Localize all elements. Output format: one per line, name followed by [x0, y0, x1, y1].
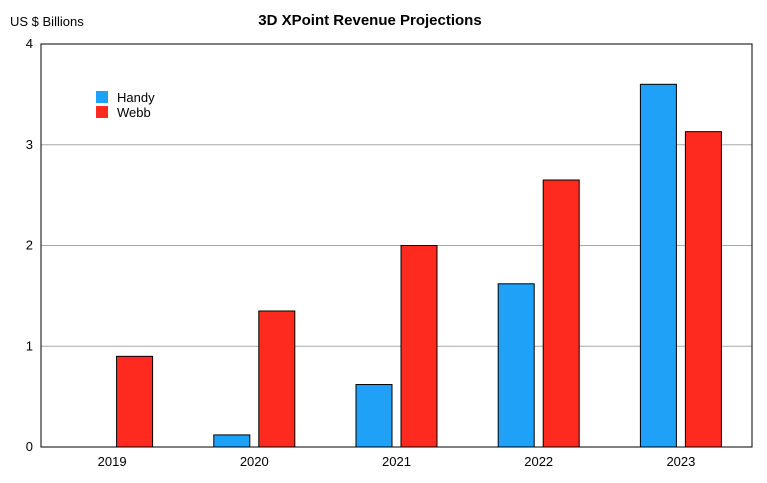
bars [116, 83, 722, 448]
y-tick-label: 4 [26, 36, 33, 51]
chart-title: 3D XPoint Revenue Projections [258, 12, 481, 29]
bar-webb-2021 [400, 245, 438, 448]
bar-webb-2020 [258, 310, 296, 448]
bar-webb-2019 [116, 355, 154, 448]
bar-webb-2023 [684, 131, 722, 448]
bar-handy-2023 [639, 83, 677, 448]
x-tick-label: 2022 [524, 454, 553, 469]
legend-label-handy: Handy [117, 90, 155, 105]
legend-label-webb: Webb [117, 105, 151, 120]
legend-swatch-handy [96, 91, 108, 103]
bar-handy-2021 [355, 384, 393, 448]
legend-swatch-webb [96, 106, 108, 118]
y-tick-label: 2 [26, 238, 33, 253]
bar-handy-2022 [497, 283, 535, 448]
x-ticks: 2019 2020 2021 2022 2023 [98, 454, 696, 469]
x-tick-label: 2020 [240, 454, 269, 469]
y-axis-label: US $ Billions [10, 14, 84, 29]
plot-frame [40, 43, 753, 448]
bar-handy-2020 [213, 434, 251, 448]
y-tick-label: 0 [26, 439, 33, 454]
y-ticks: 0 1 2 3 4 [26, 36, 33, 454]
y-tick-label: 3 [26, 137, 33, 152]
x-tick-label: 2021 [382, 454, 411, 469]
bar-webb-2022 [542, 179, 580, 448]
grid-lines [41, 144, 752, 347]
x-tick-label: 2019 [98, 454, 127, 469]
y-tick-label: 1 [26, 338, 33, 353]
x-tick-label: 2023 [666, 454, 695, 469]
